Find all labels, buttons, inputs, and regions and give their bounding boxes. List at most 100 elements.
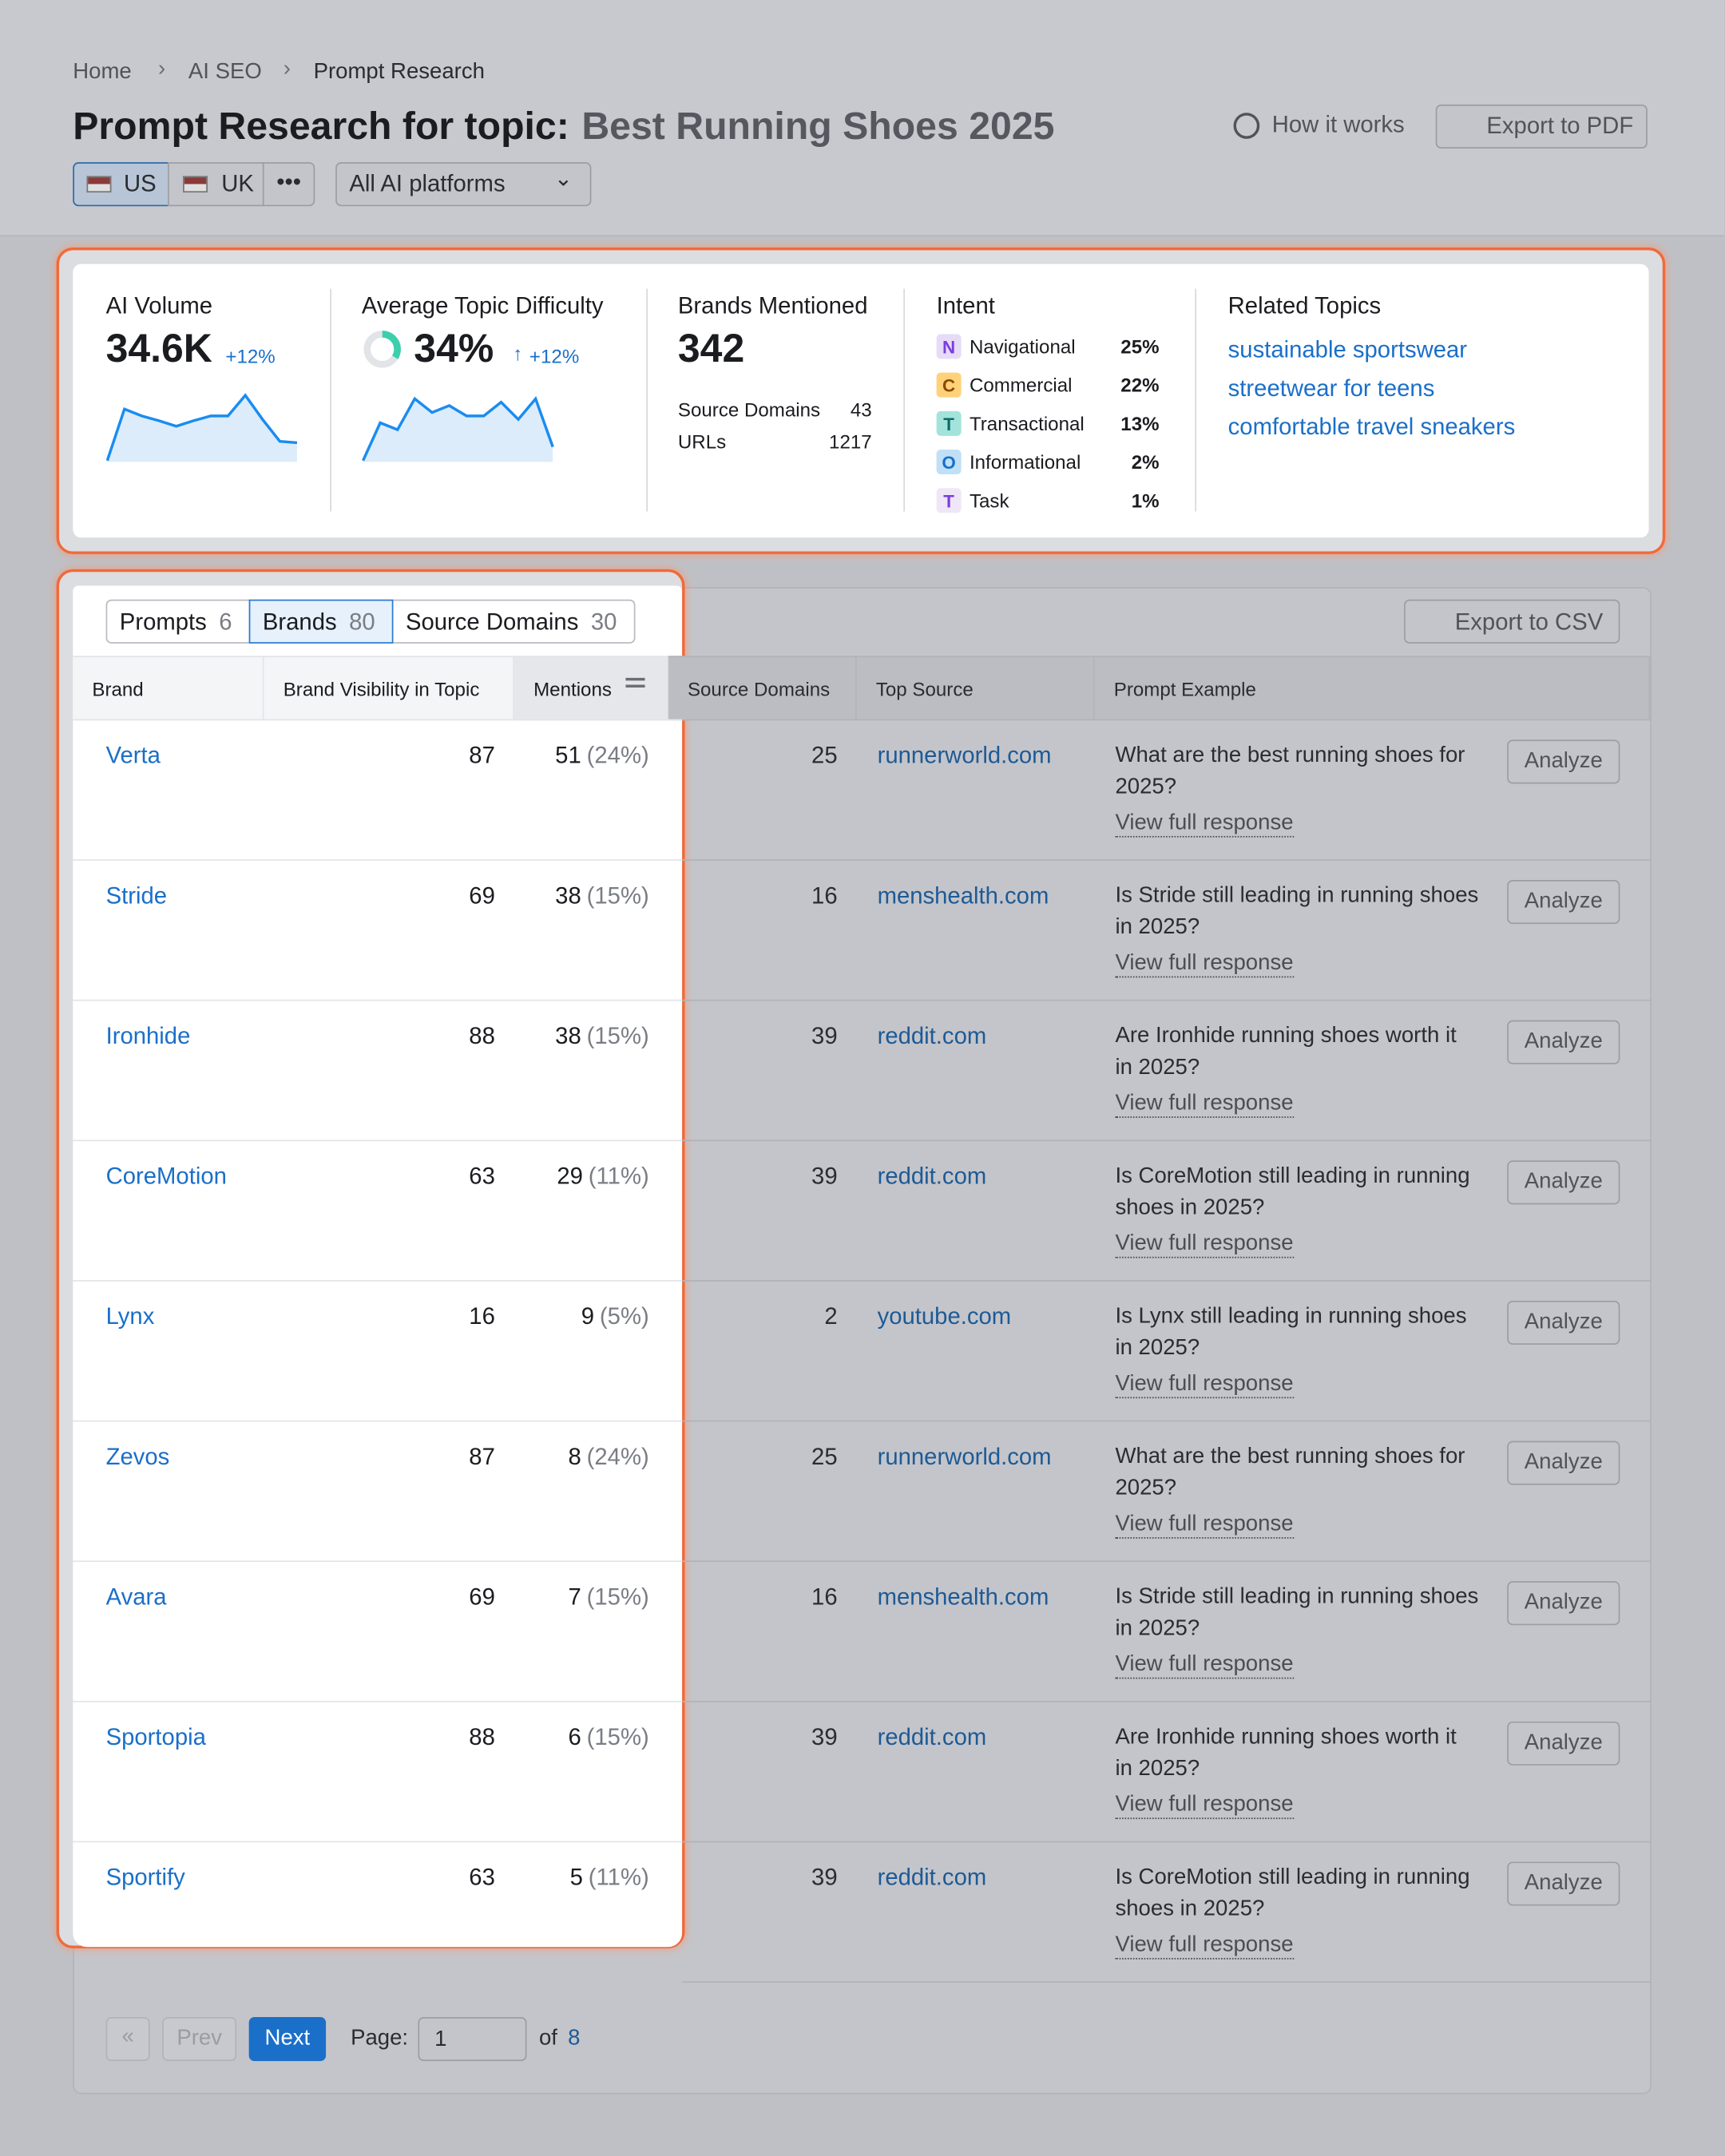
mentions: 51 (24%) [522, 743, 649, 770]
related-link[interactable]: streetwear for teens [1227, 375, 1435, 402]
view-response[interactable]: View full response [1115, 952, 1294, 978]
top-source[interactable]: reddit.com [877, 1724, 987, 1750]
metric-label: Intent [936, 292, 995, 319]
page-total[interactable]: 8 [568, 2027, 581, 2051]
loc-us[interactable]: US [73, 162, 169, 207]
breadcrumb-sep: › [283, 57, 291, 81]
row-line [682, 859, 1652, 861]
tab-count: 80 [349, 608, 375, 636]
related-link[interactable]: sustainable sportswear [1227, 336, 1468, 363]
mentions-share: (15%) [586, 1724, 649, 1750]
brand-link[interactable]: Zevos [105, 1443, 170, 1470]
mentions-count: 6 [568, 1724, 581, 1750]
sub-value: 1217 [829, 430, 872, 453]
platform-select[interactable]: All AI platforms [335, 162, 592, 207]
prompt: What are the best running shoes for 2025… [1115, 743, 1465, 799]
top-source[interactable]: reddit.com [877, 1864, 987, 1891]
visibility: 16 [469, 1303, 495, 1330]
analyze-btn[interactable]: Analyze [1507, 880, 1620, 925]
top-source[interactable]: reddit.com [877, 1023, 987, 1049]
column-header[interactable]: Mentions [514, 656, 668, 721]
brand-link[interactable]: Sportify [105, 1864, 185, 1891]
intent-badge: T [936, 410, 962, 436]
metrics-card: AI Volume 34.6K +12% Average Topic Difficul… [73, 264, 1649, 538]
intent-share: 13% [1120, 412, 1160, 435]
view-response[interactable]: View full response [1115, 1512, 1294, 1539]
brand-link[interactable]: Sportopia [105, 1724, 206, 1750]
brand-link[interactable]: CoreMotion [105, 1163, 227, 1190]
first-btn[interactable]: « [105, 2017, 150, 2062]
analyze-btn[interactable]: Analyze [1507, 739, 1620, 784]
brand-link[interactable]: Avara [105, 1583, 167, 1611]
breadcrumb-item: Prompt Research [313, 60, 485, 85]
analyze-btn[interactable]: Analyze [1507, 1721, 1620, 1766]
top-source[interactable]: menshealth.com [877, 882, 1049, 910]
next-btn[interactable]: Next [248, 2017, 327, 2062]
tab[interactable]: Source Domains 30 [391, 599, 636, 644]
top-source[interactable]: reddit.com [877, 1163, 987, 1190]
analyze-btn[interactable]: Analyze [1507, 1020, 1620, 1064]
tab-label: Prompts [119, 608, 207, 636]
view-response[interactable]: View full response [1115, 1793, 1294, 1820]
tab[interactable]: Brands 80 [248, 599, 394, 644]
metric-label: AI Volume [105, 292, 213, 319]
analyze-btn[interactable]: Analyze [1507, 1441, 1620, 1485]
highlight-inner [73, 585, 683, 1948]
column-header[interactable]: Prompt Example [1094, 656, 1651, 721]
row-line [73, 1280, 683, 1282]
top-source[interactable]: youtube.com [877, 1303, 1012, 1330]
view-response[interactable]: View full response [1115, 1653, 1294, 1679]
row-line [682, 999, 1652, 1001]
intent-name: Informational [969, 450, 1081, 474]
chevron: ⌄ [553, 168, 573, 192]
mentions-share: (11%) [588, 1864, 649, 1891]
brand-link[interactable]: Stride [105, 882, 168, 910]
mentions-count: 38 [555, 882, 581, 910]
view-response[interactable]: View full response [1115, 1232, 1294, 1258]
analyze-btn[interactable]: Analyze [1507, 1300, 1620, 1346]
row-line [73, 1420, 683, 1422]
column-header[interactable]: Top Source [856, 656, 1095, 721]
related-link[interactable]: comfortable travel sneakers [1227, 414, 1516, 441]
view-response[interactable]: View full response [1115, 1933, 1294, 1960]
export-pdf[interactable]: Export to PDF [1435, 104, 1648, 149]
prompt: Is CoreMotion still leading in running s… [1115, 1164, 1470, 1220]
visibility: 88 [469, 1724, 495, 1750]
export-csv[interactable]: Export to CSV [1404, 599, 1620, 644]
donut-value [363, 331, 401, 368]
column-header[interactable]: Source Domains [668, 656, 857, 721]
flag [183, 176, 208, 193]
tab[interactable]: Prompts 6 [105, 599, 251, 644]
metric-label: Average Topic Difficulty [361, 292, 604, 319]
brand-link[interactable]: Verta [105, 742, 161, 769]
prev-btn[interactable]: Prev [162, 2017, 237, 2062]
breadcrumb-item[interactable]: Home [73, 60, 132, 85]
help-link[interactable]: How it works [1271, 111, 1405, 138]
view-response[interactable]: View full response [1115, 1092, 1294, 1118]
top-source[interactable]: runnerworld.com [877, 1443, 1052, 1470]
mentions: 9 (5%) [522, 1303, 649, 1330]
loc-uk[interactable]: UK [168, 162, 264, 207]
brand-link[interactable]: Lynx [105, 1303, 155, 1330]
visibility: 69 [469, 1583, 495, 1611]
analyze-btn[interactable]: Analyze [1507, 1581, 1620, 1626]
brand-link[interactable]: Ironhide [105, 1023, 191, 1049]
intent-share: 1% [1131, 489, 1160, 512]
page-title: Prompt Research for topic: [73, 104, 569, 148]
page-input[interactable]: 1 [418, 2017, 527, 2062]
row-line [73, 1700, 683, 1702]
row-line [682, 1981, 1652, 1983]
top-source[interactable]: menshealth.com [877, 1583, 1049, 1611]
more-btn[interactable]: ••• [262, 162, 315, 207]
breadcrumb-item[interactable]: AI SEO [188, 60, 262, 85]
analyze-btn[interactable]: Analyze [1507, 1160, 1620, 1205]
view-response[interactable]: View full response [1115, 811, 1294, 838]
view-response[interactable]: View full response [1115, 1372, 1294, 1399]
row-line [73, 999, 683, 1001]
sparkline-line [362, 395, 554, 462]
intent-name: Task [969, 489, 1009, 512]
top-source[interactable]: runnerworld.com [877, 742, 1052, 769]
column-header[interactable]: Brand [73, 656, 264, 721]
column-header[interactable]: Brand Visibility in Topic [264, 656, 514, 721]
analyze-btn[interactable]: Analyze [1507, 1861, 1620, 1906]
